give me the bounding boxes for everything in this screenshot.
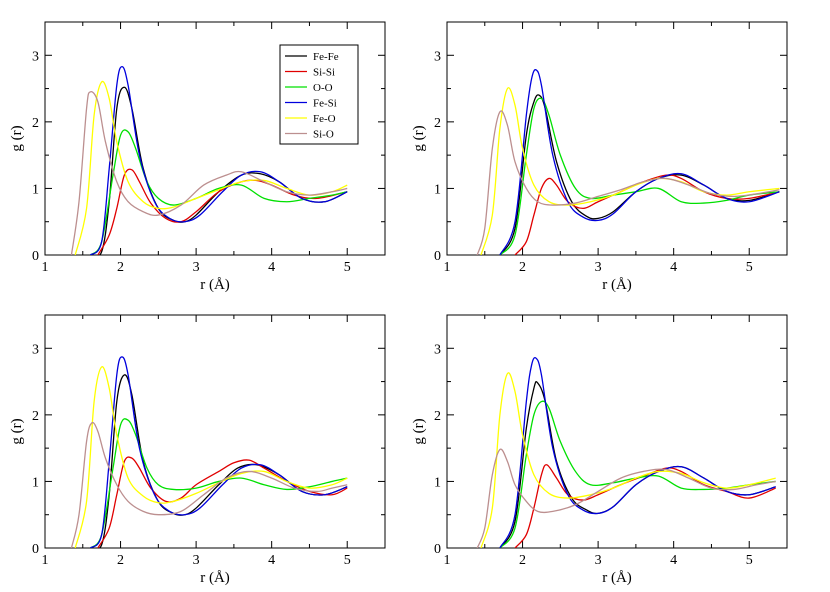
legend-entry-fe-fe: Fe-Fe [313, 51, 339, 63]
x-tick-label: 1 [444, 260, 451, 275]
y-tick-label: 1 [434, 475, 441, 490]
x-tick-label: 3 [595, 553, 602, 568]
series-line-si-o [70, 91, 348, 255]
y-axis-label: g (r) [411, 418, 427, 444]
series-line-fe-si [499, 69, 780, 255]
y-tick-label: 3 [32, 342, 39, 357]
series-line-fe-si [499, 356, 776, 548]
y-tick-label: 2 [32, 116, 39, 131]
x-tick-label: 5 [746, 260, 753, 275]
series-line-si-o [476, 448, 776, 548]
legend: Fe-Fe Si-Si O-O Fe-Si Fe-O Si-O [279, 44, 359, 145]
x-tick-label: 2 [519, 553, 526, 568]
plot-frame [44, 314, 386, 549]
legend-entry-fe-o: Fe-O [313, 113, 336, 125]
y-axis-label: g (r) [9, 125, 25, 151]
x-axis-label: r (Å) [200, 277, 230, 293]
y-tick-label: 3 [434, 49, 441, 64]
x-tick-label: 4 [268, 260, 275, 275]
x-axis-label: r (Å) [602, 570, 632, 586]
legend-entry-o-o: O-O [313, 82, 333, 94]
x-tick-label: 5 [344, 553, 351, 568]
y-axis-label: g (r) [9, 418, 25, 444]
x-tick-label: 2 [519, 260, 526, 275]
x-tick-label: 4 [268, 553, 275, 568]
series-line-si-o [70, 421, 348, 548]
x-tick-label: 2 [117, 553, 124, 568]
y-tick-label: 2 [32, 409, 39, 424]
x-tick-label: 5 [746, 553, 753, 568]
x-tick-label: 3 [193, 260, 200, 275]
plot-frame [446, 21, 788, 256]
y-tick-label: 3 [32, 49, 39, 64]
x-tick-label: 4 [670, 260, 677, 275]
x-tick-label: 1 [42, 553, 49, 568]
legend-box [279, 44, 359, 145]
series-line-fe-si [89, 65, 348, 255]
y-tick-label: 2 [434, 409, 441, 424]
y-tick-label: 1 [32, 475, 39, 490]
series-line-si-o [476, 110, 780, 255]
plot-frame [446, 314, 788, 549]
x-tick-label: 1 [444, 553, 451, 568]
series-line-fe-o [74, 366, 348, 548]
x-tick-label: 2 [117, 260, 124, 275]
legend-entry-fe-si: Fe-Si [313, 98, 337, 110]
x-tick-label: 3 [595, 260, 602, 275]
y-tick-label: 0 [434, 249, 441, 264]
y-tick-label: 0 [32, 249, 39, 264]
plot-frame [44, 21, 386, 256]
y-tick-label: 1 [32, 182, 39, 197]
x-tick-label: 1 [42, 260, 49, 275]
series-line-fe-o [74, 80, 348, 255]
series-line-si-si [514, 174, 780, 255]
x-axis-label: r (Å) [200, 570, 230, 586]
y-axis-label: g (r) [411, 125, 427, 151]
y-tick-label: 2 [434, 116, 441, 131]
legend-entry-si-o: Si-O [313, 129, 334, 141]
y-tick-label: 1 [434, 182, 441, 197]
y-tick-label: 3 [434, 342, 441, 357]
legend-entry-si-si: Si-Si [313, 67, 335, 79]
series-line-o-o [499, 400, 776, 548]
x-tick-label: 3 [193, 553, 200, 568]
y-tick-label: 0 [32, 542, 39, 557]
y-tick-label: 0 [434, 542, 441, 557]
series-line-fe-o [480, 372, 776, 548]
x-tick-label: 4 [670, 553, 677, 568]
x-axis-label: r (Å) [602, 277, 632, 293]
x-tick-label: 5 [344, 260, 351, 275]
